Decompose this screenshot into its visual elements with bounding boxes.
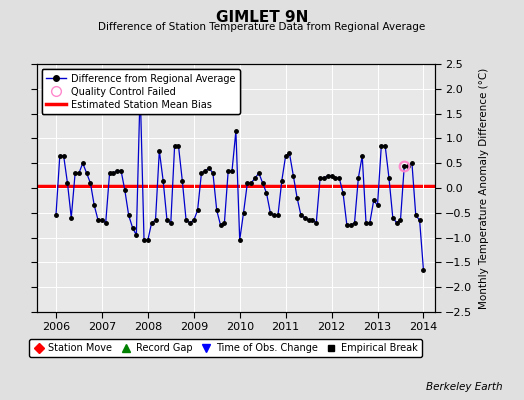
Legend: Difference from Regional Average, Quality Control Failed, Estimated Station Mean: Difference from Regional Average, Qualit…: [41, 69, 240, 114]
Legend: Station Move, Record Gap, Time of Obs. Change, Empirical Break: Station Move, Record Gap, Time of Obs. C…: [29, 339, 422, 357]
Y-axis label: Monthly Temperature Anomaly Difference (°C): Monthly Temperature Anomaly Difference (…: [479, 67, 489, 309]
Text: Difference of Station Temperature Data from Regional Average: Difference of Station Temperature Data f…: [99, 22, 425, 32]
Text: Berkeley Earth: Berkeley Earth: [427, 382, 503, 392]
Text: GIMLET 9N: GIMLET 9N: [216, 10, 308, 25]
